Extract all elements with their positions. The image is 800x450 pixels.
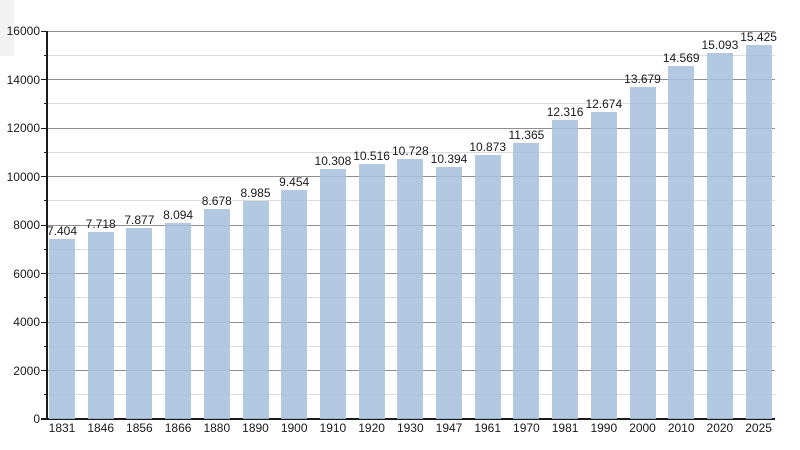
bar xyxy=(397,158,424,419)
y-axis-tick xyxy=(44,200,47,202)
bar-value-label: 13.679 xyxy=(624,72,661,87)
bar-value-label: 7.877 xyxy=(124,212,155,227)
bar-value-label: 14.569 xyxy=(662,50,700,65)
y-axis-tick xyxy=(41,224,47,226)
x-axis-line xyxy=(41,418,775,420)
x-axis-label: 1880 xyxy=(203,421,231,435)
y-axis-tick xyxy=(41,30,47,32)
bar-value-label: 15.093 xyxy=(701,38,739,52)
bar xyxy=(49,239,75,419)
bar xyxy=(281,189,308,419)
x-axis-label: 1831 xyxy=(48,421,76,435)
bar xyxy=(358,163,385,419)
bar-value-label: 12.316 xyxy=(546,105,584,120)
bar xyxy=(552,120,579,419)
bar xyxy=(126,227,153,419)
x-axis-label: 2025 xyxy=(745,421,772,435)
y-axis-label: 8000 xyxy=(13,218,40,232)
bar xyxy=(474,155,501,419)
y-axis-tick xyxy=(44,394,47,396)
x-axis-label: 1900 xyxy=(280,421,308,435)
y-axis-tick xyxy=(44,297,47,299)
bar xyxy=(668,65,695,419)
x-axis-label: 1846 xyxy=(87,421,115,435)
y-axis-label: 6000 xyxy=(13,266,40,281)
major-gridline xyxy=(48,79,775,80)
x-axis-label: 1910 xyxy=(319,421,347,435)
bar-value-label: 15.425 xyxy=(740,29,777,44)
bar xyxy=(745,44,772,419)
bar-value-label: 8.678 xyxy=(201,193,232,208)
bar-value-label: 10.308 xyxy=(314,154,352,169)
x-axis-label: 1947 xyxy=(435,421,463,435)
bar xyxy=(165,222,192,419)
y-axis-tick xyxy=(41,176,47,177)
x-axis-label: 1981 xyxy=(551,421,579,435)
bar-value-label: 10.394 xyxy=(430,151,468,166)
corner-artifact xyxy=(0,0,14,56)
x-axis-label: 1961 xyxy=(474,421,502,435)
y-axis-tick xyxy=(44,151,47,153)
major-gridline xyxy=(48,127,775,129)
y-axis-label: 4000 xyxy=(13,315,40,329)
y-axis-label: 14000 xyxy=(6,72,40,87)
x-axis-label: 1920 xyxy=(358,421,385,435)
bar xyxy=(629,87,656,419)
x-axis-label: 2020 xyxy=(706,421,734,435)
y-axis-tick xyxy=(41,370,47,371)
y-axis-tick xyxy=(44,248,47,250)
x-axis-label: 1970 xyxy=(513,421,540,435)
bar xyxy=(319,169,346,419)
bar xyxy=(203,208,230,419)
y-axis-tick xyxy=(44,345,47,347)
bar xyxy=(87,231,114,419)
x-axis-label: 1856 xyxy=(126,421,153,435)
y-axis-tick xyxy=(41,273,47,274)
minor-gridline xyxy=(48,103,775,105)
y-axis-tick xyxy=(41,127,47,129)
bar xyxy=(436,166,462,419)
bar-value-label: 10.516 xyxy=(353,149,390,163)
bar-value-label: 8.985 xyxy=(240,186,271,201)
bar-value-label: 10.873 xyxy=(469,140,507,155)
bar-value-label: 11.365 xyxy=(508,128,545,143)
bar xyxy=(706,52,733,419)
bar-value-label: 9.454 xyxy=(279,174,310,189)
x-axis-label: 1866 xyxy=(164,421,192,435)
major-gridline xyxy=(48,30,775,32)
bar-value-label: 8.094 xyxy=(163,207,194,222)
bar-value-label: 12.674 xyxy=(585,96,623,111)
x-axis-label: 1890 xyxy=(242,421,269,435)
y-axis-label: 10000 xyxy=(6,169,40,184)
bar-value-label: 7.718 xyxy=(85,216,116,231)
y-axis-line xyxy=(46,31,48,420)
y-axis-label: 16000 xyxy=(6,24,40,38)
bar xyxy=(590,111,617,419)
y-axis-label: 2000 xyxy=(13,363,40,378)
x-axis-label: 1990 xyxy=(590,421,618,435)
minor-gridline xyxy=(48,151,775,153)
y-axis-tick xyxy=(41,418,47,420)
bar-value-label: 7.404 xyxy=(46,224,78,239)
bar xyxy=(513,143,540,419)
minor-gridline xyxy=(48,54,775,56)
y-axis-tick xyxy=(41,79,47,80)
x-axis-label: 2010 xyxy=(667,421,695,435)
x-axis-label: 2000 xyxy=(629,421,656,435)
y-axis-label: 12000 xyxy=(6,121,40,135)
bar-value-label: 10.728 xyxy=(391,143,429,158)
bar xyxy=(242,201,269,419)
y-axis-tick xyxy=(41,321,47,323)
x-axis-label: 1930 xyxy=(396,421,424,435)
y-axis-tick xyxy=(44,103,47,105)
y-axis-label: 0 xyxy=(33,412,40,426)
y-axis-tick xyxy=(44,54,47,56)
